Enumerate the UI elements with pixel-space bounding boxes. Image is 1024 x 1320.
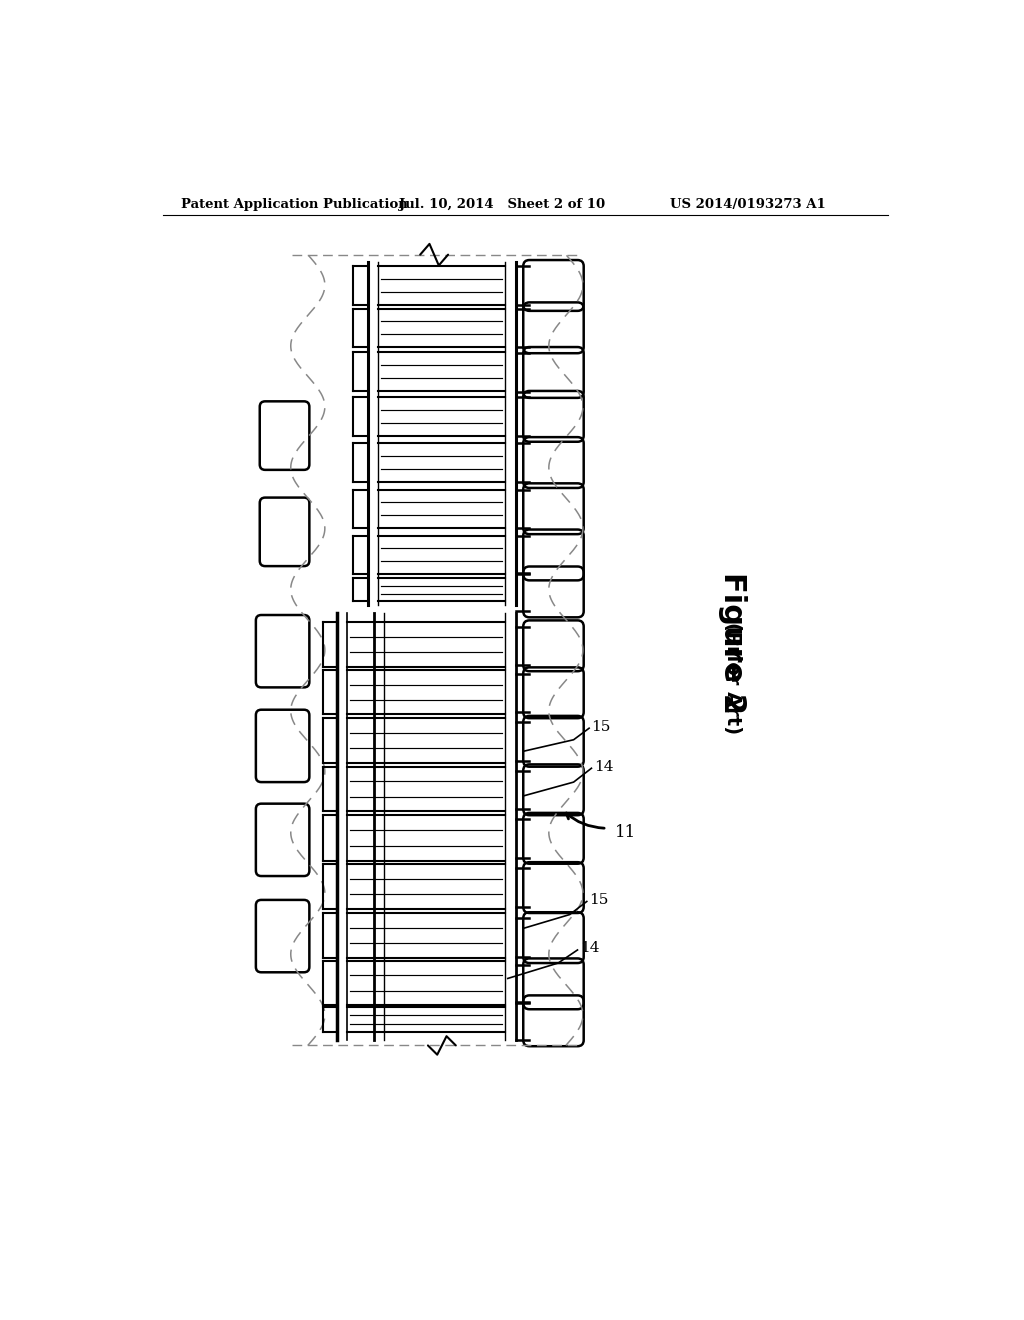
Text: 14: 14 <box>580 941 599 956</box>
Text: (Prior Art): (Prior Art) <box>723 622 742 734</box>
Text: Jul. 10, 2014   Sheet 2 of 10: Jul. 10, 2014 Sheet 2 of 10 <box>399 198 605 211</box>
Text: Patent Application Publication: Patent Application Publication <box>180 198 408 211</box>
Text: Figure 2: Figure 2 <box>718 573 746 714</box>
Text: 14: 14 <box>595 760 614 774</box>
Text: 11: 11 <box>614 824 636 841</box>
Text: US 2014/0193273 A1: US 2014/0193273 A1 <box>671 198 826 211</box>
Text: 15: 15 <box>592 719 611 734</box>
Text: 15: 15 <box>589 892 608 907</box>
